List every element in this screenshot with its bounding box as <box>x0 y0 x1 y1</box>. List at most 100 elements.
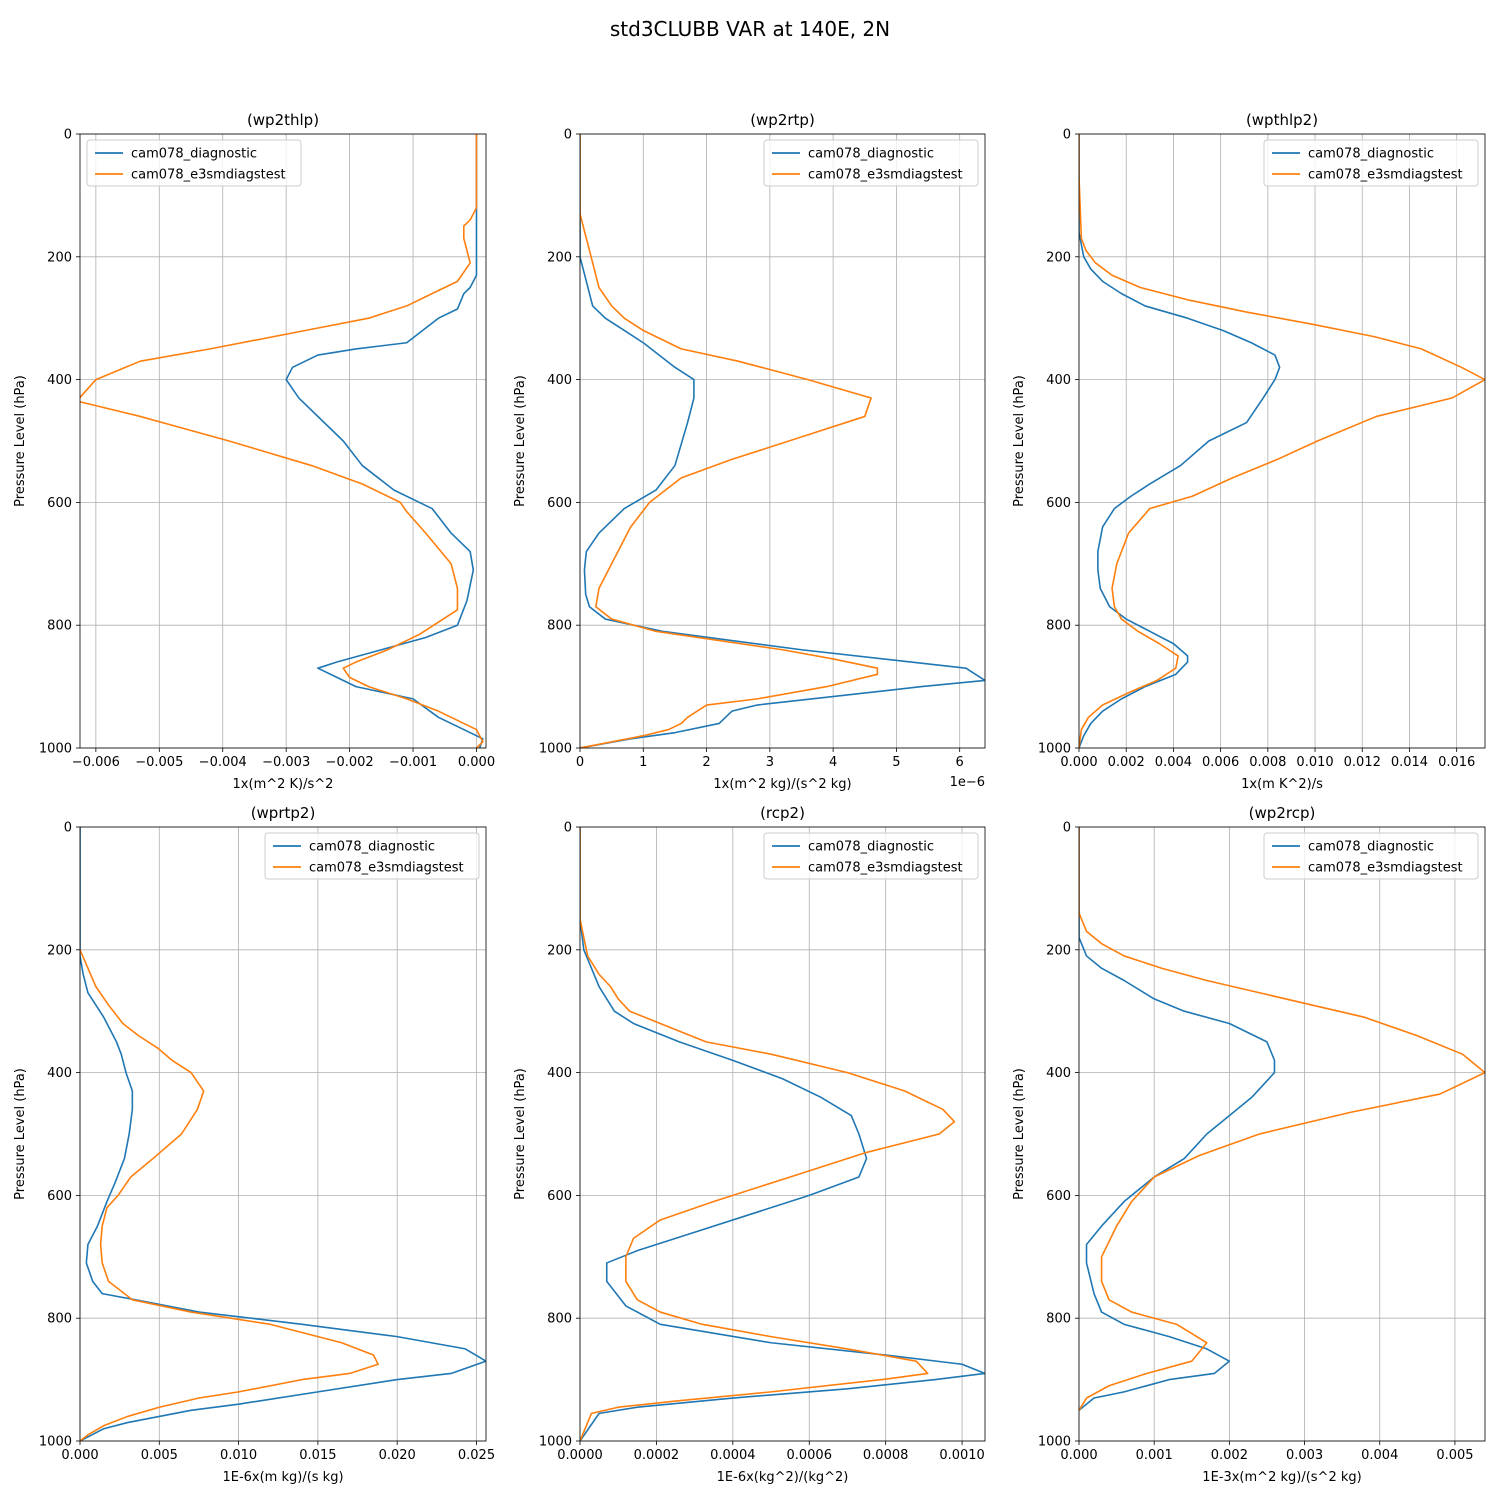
y-tick-label: 600 <box>47 496 72 511</box>
y-tick-label: 600 <box>547 496 572 511</box>
x-tick-label: −0.002 <box>326 755 374 770</box>
x-tick-label: −0.004 <box>199 755 247 770</box>
x-tick-label: 0.005 <box>1436 1448 1473 1463</box>
series-line-cam078-e3smdiagstest <box>580 134 879 748</box>
y-tick-label: 0 <box>1063 821 1071 836</box>
x-axis-label: 1E-3x(m^2 kg)/(s^2 kg) <box>1202 1470 1361 1485</box>
legend-entry-label: cam078_e3smdiagstest <box>309 861 464 876</box>
x-tick-label: 4 <box>829 755 837 770</box>
series-line-cam078-diagnostic <box>580 827 985 1441</box>
y-tick-label: 800 <box>547 1312 572 1327</box>
y-axis-label: Pressure Level (hPa) <box>1012 1068 1027 1200</box>
x-tick-label: 0.000 <box>1060 755 1097 770</box>
y-tick-label: 800 <box>1046 619 1071 634</box>
y-tick-label: 1000 <box>1038 1435 1071 1450</box>
x-tick-label: 0.012 <box>1344 755 1381 770</box>
legend-entry-label: cam078_e3smdiagstest <box>131 168 286 183</box>
x-tick-label: 5 <box>892 755 900 770</box>
x-tick-label: 0.002 <box>1211 1448 1248 1463</box>
subplot-grid: −0.006 −0.005 −0.004 −0.003 −0.002 −0.001 0.00… <box>13 111 1486 1485</box>
y-tick-label: 0 <box>64 128 72 143</box>
x-tick-label: −0.005 <box>135 755 183 770</box>
y-tick-label: 600 <box>1046 1189 1071 1204</box>
x-tick-label: 0.0002 <box>634 1448 680 1463</box>
x-axis-label: 1x(m^2 kg)/(s^2 kg) <box>713 777 851 792</box>
legend-box <box>86 139 302 187</box>
subplot-wp2rtp: 0 1 2 3 4 5 6 0 200 400 600 800 1000 1e−6 (wp2rtp) 1x(m… <box>513 111 986 792</box>
x-tick-label: 0.002 <box>1108 755 1145 770</box>
subplot-title: (wpthlp2) <box>1246 111 1318 129</box>
x-tick-label: 0.0008 <box>863 1448 909 1463</box>
x-tick-label: 0.000 <box>1060 1448 1097 1463</box>
x-tick-label: −0.006 <box>72 755 120 770</box>
y-tick-label: 800 <box>47 619 72 634</box>
legend-entry-label: cam078_e3smdiagstest <box>1308 861 1463 876</box>
legend-entry-label: cam078_diagnostic <box>131 147 257 162</box>
x-tick-label: 0.010 <box>220 1448 257 1463</box>
y-tick-label: 0 <box>64 821 72 836</box>
y-tick-label: 600 <box>47 1189 72 1204</box>
y-tick-label: 1000 <box>1038 742 1071 757</box>
x-tick-label: 0.001 <box>1136 1448 1173 1463</box>
subplot-rcp2: 0.0000 0.0002 0.0004 0.0006 0.0008 0.0010 0 200… <box>513 804 986 1485</box>
legend: cam078_diagnostic cam078_e3smdiagstest <box>763 832 979 880</box>
x-tick-label: −0.001 <box>389 755 437 770</box>
series-line-cam078-e3smdiagstest <box>1079 134 1485 748</box>
x-tick-label: 0.000 <box>458 755 495 770</box>
y-tick-label: 200 <box>47 250 72 265</box>
y-tick-label: 400 <box>1046 373 1071 388</box>
axes-frame <box>1078 133 1486 749</box>
legend-box <box>1263 139 1479 187</box>
x-tick-label: 0.010 <box>1296 755 1333 770</box>
axes-frame <box>79 826 487 1442</box>
axes-frame <box>1078 826 1486 1442</box>
series-line-cam078-e3smdiagstest <box>80 134 484 748</box>
x-tick-label: 0.006 <box>1202 755 1239 770</box>
legend-box <box>763 832 979 880</box>
y-tick-label: 600 <box>1046 496 1071 511</box>
subplot-wp2thlp: −0.006 −0.005 −0.004 −0.003 −0.002 −0.001 0.00… <box>13 111 495 792</box>
series-line-cam078-diagnostic <box>285 134 484 748</box>
x-tick-label: 0.0006 <box>786 1448 832 1463</box>
legend: cam078_diagnostic cam078_e3smdiagstest <box>763 139 979 187</box>
subplot-wprtp2: 0.000 0.005 0.010 0.015 0.020 0.025 0 200 400 600… <box>13 804 495 1485</box>
legend: cam078_diagnostic cam078_e3smdiagstest <box>264 832 480 880</box>
y-tick-label: 0 <box>564 128 572 143</box>
axes-frame <box>579 826 986 1442</box>
x-axis-label: 1x(m^2 K)/s^2 <box>233 777 334 792</box>
y-tick-label: 1000 <box>39 1435 72 1450</box>
subplot-title: (rcp2) <box>760 804 805 822</box>
x-tick-label: 0.0000 <box>557 1448 603 1463</box>
x-tick-label: 0.000 <box>61 1448 98 1463</box>
series-line-cam078-diagnostic <box>1079 134 1281 748</box>
subplot-wp2rcp: 0.000 0.001 0.002 0.003 0.004 0.005 0 200 400 600… <box>1012 804 1486 1485</box>
legend-entry-label: cam078_e3smdiagstest <box>808 861 963 876</box>
y-tick-label: 600 <box>547 1189 572 1204</box>
x-tick-label: 6 <box>956 755 964 770</box>
series-line-cam078-diagnostic <box>1079 827 1276 1411</box>
x-tick-label: 0.004 <box>1155 755 1192 770</box>
subplot-title: (wp2rcp) <box>1249 804 1316 822</box>
legend: cam078_diagnostic cam078_e3smdiagstest <box>86 139 302 187</box>
y-tick-label: 0 <box>564 821 572 836</box>
figure-title: std3CLUBB VAR at 140E, 2N <box>610 17 890 41</box>
y-tick-label: 1000 <box>539 1435 572 1450</box>
x-tick-label: 0.025 <box>458 1448 495 1463</box>
legend-entry-label: cam078_diagnostic <box>1308 147 1434 162</box>
series-line-cam078-e3smdiagstest <box>580 827 956 1441</box>
x-tick-label: 0.005 <box>141 1448 178 1463</box>
axes-frame <box>579 133 986 749</box>
legend-entry-label: cam078_diagnostic <box>1308 840 1434 855</box>
x-axis-label: 1x(m K^2)/s <box>1241 777 1323 792</box>
legend-entry-label: cam078_diagnostic <box>309 840 435 855</box>
y-axis-label: Pressure Level (hPa) <box>13 1068 28 1200</box>
x-axis-label: 1E-6x(m kg)/(s kg) <box>222 1470 343 1485</box>
y-tick-label: 1000 <box>39 742 72 757</box>
x-tick-label: 0.015 <box>299 1448 336 1463</box>
y-tick-label: 200 <box>47 943 72 958</box>
x-tick-label: 0.003 <box>1286 1448 1323 1463</box>
x-tick-label: 2 <box>702 755 710 770</box>
series-line-cam078-e3smdiagstest <box>80 949 379 1441</box>
y-tick-label: 400 <box>47 373 72 388</box>
y-axis-label: Pressure Level (hPa) <box>1012 375 1027 507</box>
